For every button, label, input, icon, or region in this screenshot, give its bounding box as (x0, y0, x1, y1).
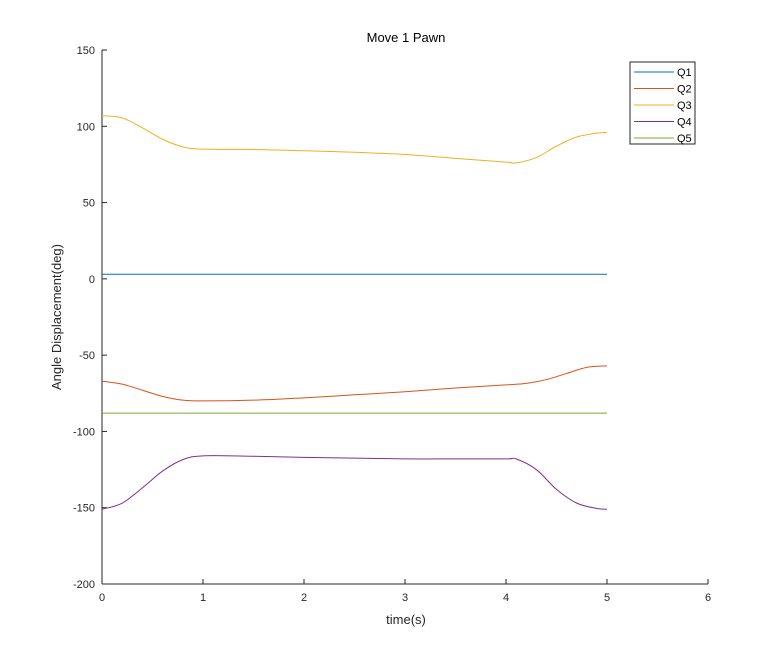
y-tick-label: 0 (89, 274, 95, 286)
y-tick-label: -50 (79, 350, 95, 362)
y-tick-label: 100 (77, 121, 95, 133)
y-axis-ticks: -200 -150 -100 -50 0 50 100 150 (73, 45, 107, 591)
series-line-q4 (101, 455, 608, 510)
legend-box (629, 61, 696, 145)
x-tick-label: 2 (301, 592, 307, 604)
y-tick-label: 150 (77, 45, 95, 57)
series-line-q2 (101, 365, 608, 402)
plot-area: 0 1 2 3 4 5 6 -200 -150 -100 -50 0 50 100 150 (73, 45, 711, 604)
x-tick-label: 6 (705, 592, 711, 604)
y-tick-label: -100 (73, 426, 95, 438)
legend-label-q2: Q2 (677, 84, 692, 96)
y-tick-label: -150 (73, 503, 95, 515)
y-tick-label: -200 (73, 579, 95, 591)
y-axis-label: Angle Displacement(deg) (49, 244, 64, 390)
x-tick-label: 0 (99, 592, 105, 604)
legend-label-q1: Q1 (677, 67, 692, 79)
chart-title: Move 1 Pawn (367, 30, 446, 45)
x-tick-label: 3 (402, 592, 408, 604)
legend-label-q4: Q4 (677, 117, 692, 129)
legend: Q1 Q2 Q3 Q4 Q5 (629, 61, 696, 145)
x-axis-label: time(s) (386, 612, 426, 627)
series-line-q3 (101, 115, 608, 164)
x-tick-label: 4 (503, 592, 509, 604)
x-tick-label: 5 (604, 592, 610, 604)
legend-label-q5: Q5 (677, 133, 692, 145)
x-tick-label: 1 (200, 592, 206, 604)
y-tick-label: 50 (83, 198, 95, 210)
x-axis-ticks: 0 1 2 3 4 5 6 (99, 579, 711, 604)
legend-entries: Q1 Q2 Q3 Q4 Q5 (634, 67, 692, 145)
legend-label-q3: Q3 (677, 100, 692, 112)
series-lines (101, 115, 608, 510)
